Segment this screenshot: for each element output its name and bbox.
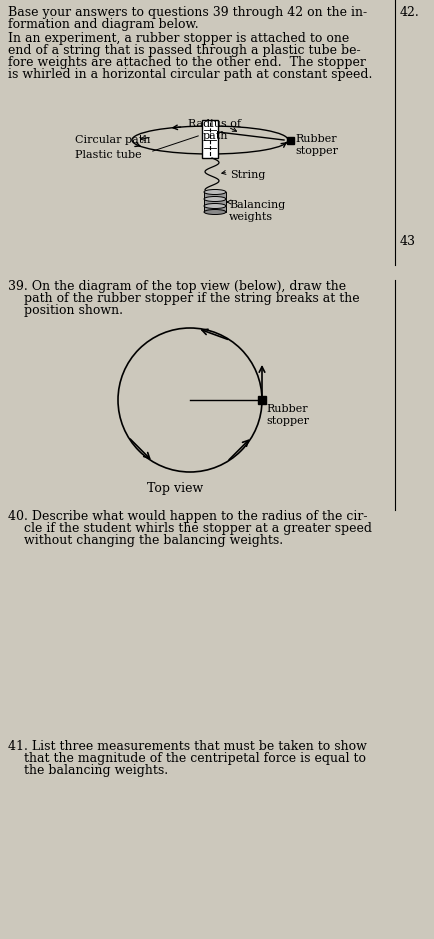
Text: cle if the student whirls the stopper at a greater speed: cle if the student whirls the stopper at… xyxy=(8,522,372,535)
Text: Top view: Top view xyxy=(147,482,203,495)
Bar xyxy=(258,396,266,404)
Ellipse shape xyxy=(204,196,226,202)
Text: 43: 43 xyxy=(400,235,416,248)
Text: fore weights are attached to the other end.  The stopper: fore weights are attached to the other e… xyxy=(8,56,366,69)
Bar xyxy=(202,120,218,158)
Ellipse shape xyxy=(204,209,226,214)
Bar xyxy=(204,192,226,198)
Text: that the magnitude of the centripetal force is equal to: that the magnitude of the centripetal fo… xyxy=(8,752,366,765)
Text: end of a string that is passed through a plastic tube be-: end of a string that is passed through a… xyxy=(8,44,361,57)
Text: In an experiment, a rubber stopper is attached to one: In an experiment, a rubber stopper is at… xyxy=(8,32,349,45)
Text: Radius of
path: Radius of path xyxy=(188,119,241,141)
Text: Rubber
stopper: Rubber stopper xyxy=(266,404,309,425)
Text: 39. On the diagram of the top view (below), draw the: 39. On the diagram of the top view (belo… xyxy=(8,280,346,293)
Bar xyxy=(204,206,226,212)
Text: path of the rubber stopper if the string breaks at the: path of the rubber stopper if the string… xyxy=(8,292,360,305)
Text: 41. List three measurements that must be taken to show: 41. List three measurements that must be… xyxy=(8,740,367,753)
Text: without changing the balancing weights.: without changing the balancing weights. xyxy=(8,534,283,547)
Ellipse shape xyxy=(204,204,226,208)
Text: 40. Describe what would happen to the radius of the cir-: 40. Describe what would happen to the ra… xyxy=(8,510,368,523)
Ellipse shape xyxy=(204,190,226,194)
Text: formation and diagram below.: formation and diagram below. xyxy=(8,18,199,31)
Text: Circular path: Circular path xyxy=(75,135,151,145)
Text: Rubber
stopper: Rubber stopper xyxy=(295,134,338,156)
Text: position shown.: position shown. xyxy=(8,304,123,317)
Text: Balancing
weights: Balancing weights xyxy=(229,200,285,222)
Text: 42.: 42. xyxy=(400,6,420,19)
Text: Base your answers to questions 39 through 42 on the in-: Base your answers to questions 39 throug… xyxy=(8,6,367,19)
Text: the balancing weights.: the balancing weights. xyxy=(8,764,168,777)
Text: is whirled in a horizontal circular path at constant speed.: is whirled in a horizontal circular path… xyxy=(8,68,372,81)
Text: Plastic tube: Plastic tube xyxy=(75,150,141,160)
Text: String: String xyxy=(230,170,265,180)
Bar xyxy=(204,199,226,205)
Bar xyxy=(286,136,293,144)
